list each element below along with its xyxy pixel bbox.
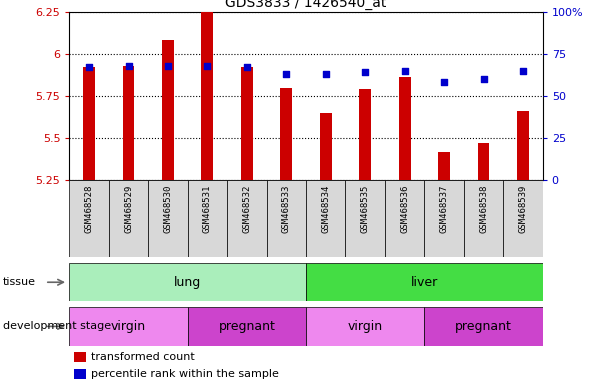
Text: GSM468534: GSM468534 (321, 184, 330, 233)
Bar (69, 180, 109, 257)
Text: pregnant: pregnant (218, 320, 276, 333)
Bar (425, 307, 543, 346)
Title: GDS3833 / 1426540_at: GDS3833 / 1426540_at (226, 0, 387, 10)
Bar (280, 88, 292, 180)
Bar (201, 12, 213, 180)
Bar (148, 180, 188, 257)
Point (479, 76, 488, 82)
Point (203, 63, 212, 69)
Text: percentile rank within the sample: percentile rank within the sample (90, 369, 279, 379)
Bar (74, 369, 86, 379)
Bar (74, 353, 86, 362)
Text: GSM468539: GSM468539 (519, 184, 528, 233)
Text: liver: liver (411, 276, 438, 289)
Bar (109, 180, 148, 257)
Point (400, 68, 409, 74)
Text: GSM468538: GSM468538 (479, 184, 488, 233)
Point (282, 71, 291, 77)
Text: GSM468533: GSM468533 (282, 184, 291, 233)
Point (439, 79, 449, 86)
Bar (227, 180, 267, 257)
Text: GSM468535: GSM468535 (361, 184, 370, 233)
Bar (517, 111, 529, 180)
Bar (83, 67, 95, 180)
Point (242, 64, 251, 70)
Text: virgin: virgin (111, 320, 146, 333)
Point (84, 64, 94, 70)
Text: GSM468529: GSM468529 (124, 184, 133, 233)
Point (361, 69, 370, 75)
Bar (241, 67, 253, 180)
Point (321, 71, 330, 77)
Bar (359, 89, 371, 180)
Bar (385, 180, 425, 257)
Bar (306, 263, 543, 301)
Text: virgin: virgin (347, 320, 383, 333)
Bar (69, 263, 306, 301)
Bar (69, 307, 188, 346)
Text: GSM468531: GSM468531 (203, 184, 212, 233)
Bar (188, 307, 306, 346)
Bar (122, 66, 134, 180)
Text: transformed count: transformed count (90, 352, 194, 362)
Text: GSM468536: GSM468536 (400, 184, 409, 233)
Bar (306, 180, 346, 257)
Bar (346, 180, 385, 257)
Point (163, 63, 173, 69)
Point (518, 68, 528, 74)
Bar (188, 180, 227, 257)
Text: GSM468537: GSM468537 (440, 184, 449, 233)
Text: development stage: development stage (3, 321, 111, 331)
Bar (464, 180, 504, 257)
Bar (478, 143, 490, 180)
Text: tissue: tissue (3, 277, 36, 287)
Bar (162, 40, 174, 180)
Text: GSM468530: GSM468530 (163, 184, 172, 233)
Bar (504, 180, 543, 257)
Bar (267, 180, 306, 257)
Bar (320, 113, 332, 180)
Text: GSM468528: GSM468528 (84, 184, 93, 233)
Bar (399, 78, 411, 180)
Bar (425, 180, 464, 257)
Bar (306, 307, 425, 346)
Bar (438, 152, 450, 180)
Point (124, 63, 133, 69)
Text: pregnant: pregnant (455, 320, 512, 333)
Text: GSM468532: GSM468532 (242, 184, 251, 233)
Text: lung: lung (174, 276, 201, 289)
